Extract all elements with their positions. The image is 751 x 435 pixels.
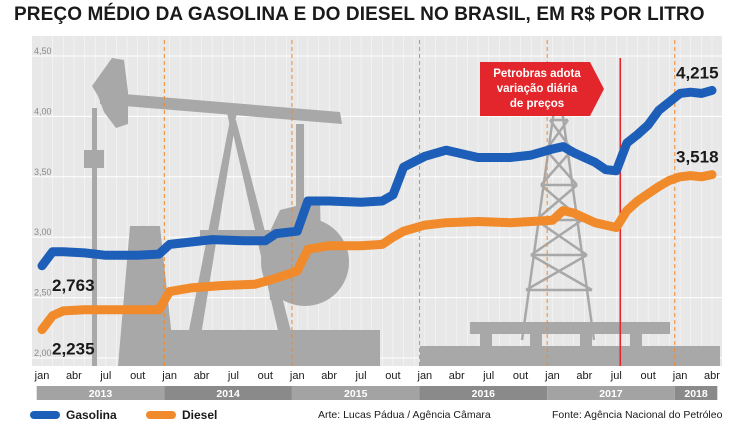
- year-label: 2013: [89, 388, 113, 400]
- y-tick-label: 4,00: [34, 106, 52, 116]
- year-label: 2016: [472, 388, 496, 400]
- annotation-arrow: [480, 62, 604, 116]
- month-label: out: [641, 370, 656, 382]
- month-label: jul: [227, 370, 239, 382]
- month-label: out: [513, 370, 528, 382]
- annotation-text: de preços: [510, 98, 564, 110]
- y-tick-label: 2,50: [34, 288, 52, 298]
- month-label: jan: [161, 370, 177, 382]
- month-label: jan: [672, 370, 688, 382]
- year-band: [36, 386, 165, 400]
- month-label: abr: [194, 370, 210, 382]
- month-label: out: [258, 370, 273, 382]
- year-label: 2014: [216, 388, 240, 400]
- y-axis-ticks: 2,00 2,50 3,00 3,50 4,00 4,50: [34, 46, 52, 358]
- month-labels: jan abr jul out jan abr jul out jan abr jul out jan a…: [34, 370, 721, 382]
- month-label: jan: [417, 370, 433, 382]
- month-label: jan: [289, 370, 305, 382]
- month-label: jul: [482, 370, 494, 382]
- month-label: jul: [99, 370, 111, 382]
- y-tick-label: 3,00: [34, 227, 52, 237]
- year-label: 2015: [344, 388, 368, 400]
- month-label: jul: [355, 370, 367, 382]
- month-label: abr: [576, 370, 592, 382]
- year-dividers: [163, 40, 676, 366]
- y-tick-label: 2,00: [34, 348, 52, 358]
- month-label: jan: [544, 370, 560, 382]
- legend-gasolina-label: Gasolina: [66, 408, 117, 422]
- gasolina-line: [37, 85, 717, 271]
- year-band: [674, 386, 718, 400]
- month-label: abr: [704, 370, 720, 382]
- year-band: [291, 386, 420, 400]
- month-label: out: [385, 370, 400, 382]
- year-bands: 2013 2014 2015 2016 2017 2018: [36, 386, 718, 400]
- year-label: 2018: [684, 388, 708, 400]
- footer: Gasolina Diesel Arte: Lucas Pádua / Agên…: [0, 404, 751, 432]
- annotation-box: Petrobras adota variação diária de preços: [480, 62, 604, 116]
- month-label: out: [130, 370, 145, 382]
- year-band: [547, 386, 675, 400]
- legend-gasolina: Gasolina: [30, 408, 117, 422]
- month-label: jan: [34, 370, 50, 382]
- month-label: abr: [66, 370, 82, 382]
- month-label: jul: [610, 370, 622, 382]
- value-labels: 2,763 4,215 2,235 3,518: [52, 63, 719, 358]
- year-label: 2017: [599, 388, 623, 400]
- y-tick-label: 4,50: [34, 46, 52, 56]
- legend-diesel-label: Diesel: [182, 408, 218, 422]
- gasolina-swatch: [30, 411, 60, 419]
- y-tick-label: 3,50: [34, 167, 52, 177]
- diesel-end-label: 3,518: [676, 148, 719, 167]
- year-band: [164, 386, 292, 400]
- diesel-start-label: 2,235: [52, 340, 95, 359]
- legend-diesel: Diesel: [146, 408, 217, 422]
- annotation-text: variação diária: [497, 83, 578, 95]
- credit-fonte: Fonte: Agência Nacional do Petróleo: [552, 409, 723, 421]
- credit-arte: Arte: Lucas Pádua / Agência Câmara: [318, 409, 491, 421]
- gasolina-start-label: 2,763: [52, 276, 95, 295]
- chart-title: PREÇO MÉDIO DA GASOLINA E DO DIESEL NO B…: [14, 4, 705, 25]
- month-label: abr: [449, 370, 465, 382]
- diesel-swatch: [146, 411, 176, 419]
- gasolina-end-label: 4,215: [676, 63, 719, 82]
- annotation-text: Petrobras adota: [493, 68, 581, 80]
- month-label: abr: [321, 370, 337, 382]
- year-band: [419, 386, 548, 400]
- diesel-line: [37, 170, 717, 335]
